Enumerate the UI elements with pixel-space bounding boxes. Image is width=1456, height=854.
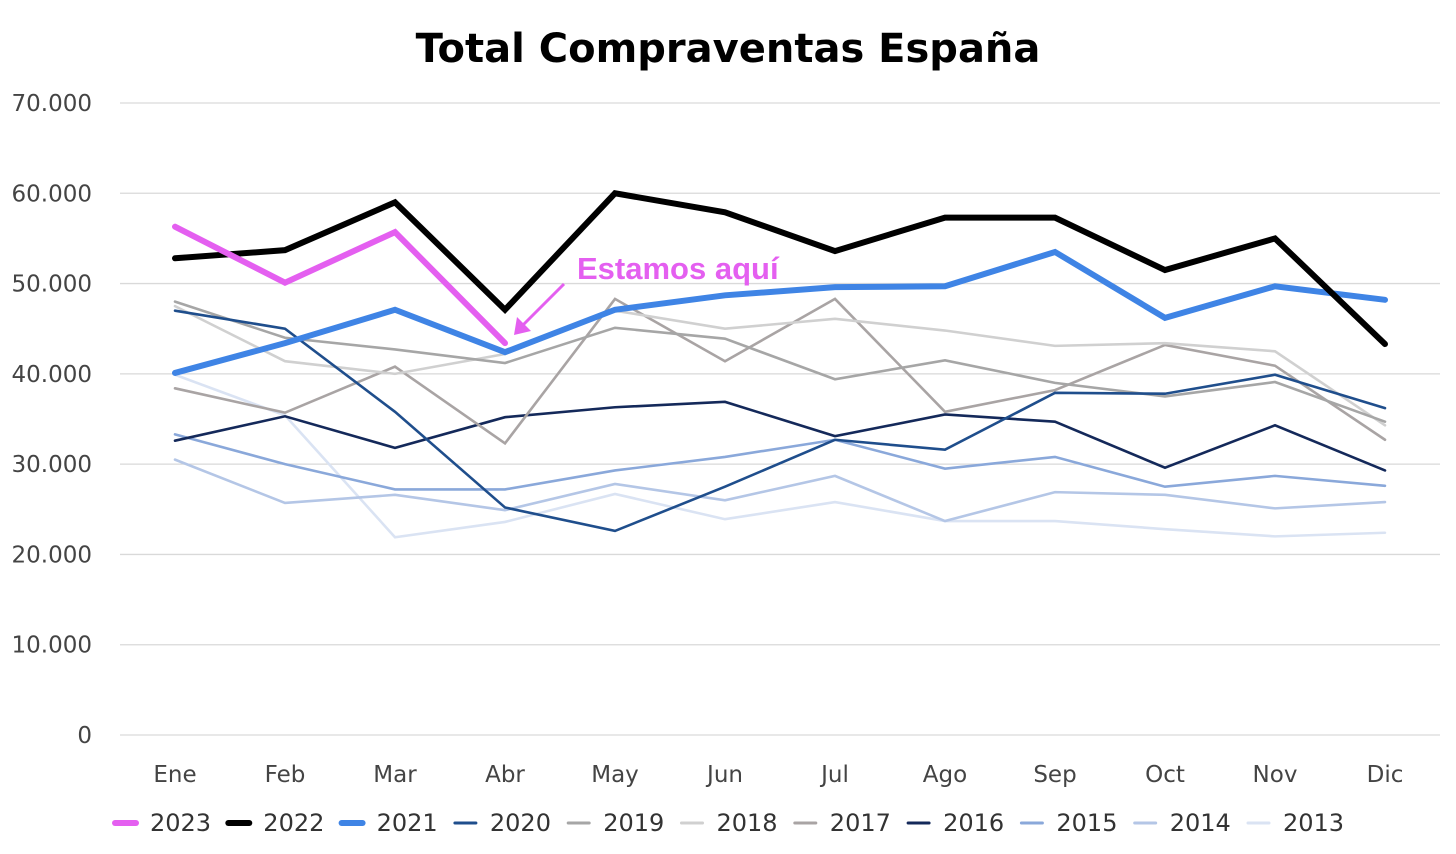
annotation-text: Estamos aquí (577, 251, 780, 286)
series-line-2015 (173, 433, 1387, 491)
series-line-2016 (173, 400, 1387, 472)
legend-label: 2018 (717, 809, 778, 837)
series-line-2013 (173, 373, 1387, 539)
annotation-arrow-shaft (520, 282, 566, 328)
y-tick-label: 50.000 (12, 272, 92, 298)
chart-title: Total Compraventas España (416, 26, 1041, 72)
x-tick-label: Feb (265, 762, 306, 788)
legend-label: 2021 (377, 809, 438, 837)
legend-label: 2023 (150, 809, 211, 837)
legend-item-2014: 2014 (1133, 809, 1231, 837)
x-tick-label: Mar (373, 762, 417, 788)
legend-item-2020: 2020 (453, 809, 551, 837)
series-line-2023 (172, 223, 508, 347)
y-tick-label: 30.000 (12, 452, 92, 478)
y-tick-label: 60.000 (12, 181, 92, 207)
legend-label: 2016 (943, 809, 1004, 837)
legend-item-2018: 2018 (680, 809, 778, 837)
x-tick-label: Jun (705, 762, 743, 788)
legend-label: 2022 (263, 809, 324, 837)
series-line-2021 (172, 248, 1388, 376)
legend-label: 2014 (1170, 809, 1231, 837)
series-line-2017 (173, 297, 1387, 446)
y-tick-label: 40.000 (12, 362, 92, 388)
y-axis-ticks: 0 10.000 20.000 30.000 40.000 50.000 60.000 70.… (12, 91, 92, 749)
x-tick-label: Nov (1253, 762, 1298, 788)
x-axis-ticks: Ene Feb Mar Abr May Jun Jul Ago Sep Oct Nov Dic (153, 762, 1403, 788)
series-lines (172, 190, 1388, 539)
x-tick-label: Abr (485, 762, 525, 788)
x-tick-label: May (591, 762, 639, 788)
y-tick-label: 20.000 (12, 542, 92, 568)
legend-item-2016: 2016 (906, 809, 1004, 837)
legend-item-2013: 2013 (1246, 809, 1344, 837)
x-tick-label: Oct (1145, 762, 1185, 788)
y-tick-label: 0 (77, 723, 92, 749)
series-line-2020 (173, 309, 1387, 533)
legend-item-2015: 2015 (1019, 809, 1117, 837)
x-tick-label: Sep (1033, 762, 1076, 788)
annotation: Estamos aquí (514, 251, 780, 335)
series-line-2014 (173, 458, 1387, 523)
x-tick-label: Ene (153, 762, 196, 788)
x-tick-label: Jul (819, 762, 849, 788)
legend: 2023 2022 2021 2020 2019 2018 2017 2016 2015 2014… (112, 809, 1344, 837)
legend-label: 2013 (1283, 809, 1344, 837)
legend-label: 2020 (490, 809, 551, 837)
legend-item-2023: 2023 (112, 809, 211, 837)
annotation-arrow-head-icon (514, 317, 531, 335)
x-tick-label: Dic (1367, 762, 1404, 788)
series-line-2018 (173, 304, 1387, 427)
legend-label: 2017 (830, 809, 891, 837)
x-tick-label: Ago (923, 762, 967, 788)
series-line-2019 (173, 300, 1387, 424)
y-tick-label: 70.000 (12, 91, 92, 117)
legend-item-2019: 2019 (566, 809, 664, 837)
gridlines (120, 102, 1440, 736)
y-tick-label: 10.000 (12, 633, 92, 659)
legend-item-2022: 2022 (225, 809, 324, 837)
series-line-2022 (172, 190, 1388, 348)
legend-item-2021: 2021 (338, 809, 438, 837)
legend-label: 2015 (1056, 809, 1117, 837)
legend-item-2017: 2017 (793, 809, 891, 837)
legend-label: 2019 (603, 809, 664, 837)
